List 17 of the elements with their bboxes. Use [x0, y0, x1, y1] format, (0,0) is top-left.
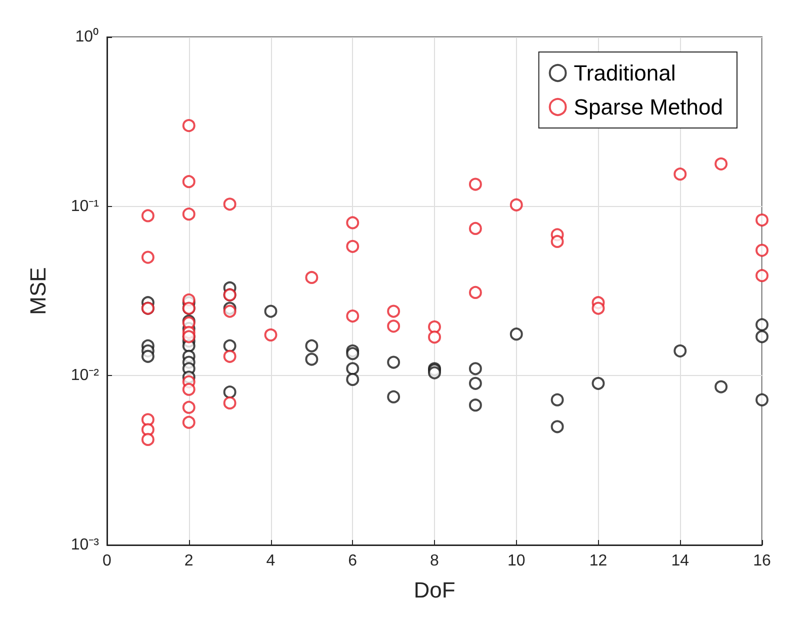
- x-tick-label: 6: [348, 552, 358, 570]
- y-tick-label: 10⁰: [75, 28, 99, 46]
- legend-label: Traditional: [574, 60, 676, 86]
- x-tick-label: 0: [102, 552, 112, 570]
- y-tick-label: 10⁻²: [70, 367, 100, 384]
- x-tick-label: 14: [671, 552, 690, 570]
- y-tick-label: 10⁻³: [70, 536, 100, 554]
- x-axis-title: DoF: [414, 578, 456, 602]
- x-tick-label: 4: [266, 552, 276, 570]
- y-axis-title: MSE: [26, 267, 50, 315]
- x-tick-label: 12: [589, 552, 608, 570]
- x-tick-label: 2: [184, 552, 194, 570]
- x-tick-label: 16: [753, 552, 771, 570]
- y-tick-label: 10⁻¹: [70, 198, 99, 215]
- legend-label: Sparse Method: [574, 94, 724, 120]
- x-tick-label: 8: [430, 552, 440, 570]
- x-tick-label: 10: [507, 552, 526, 570]
